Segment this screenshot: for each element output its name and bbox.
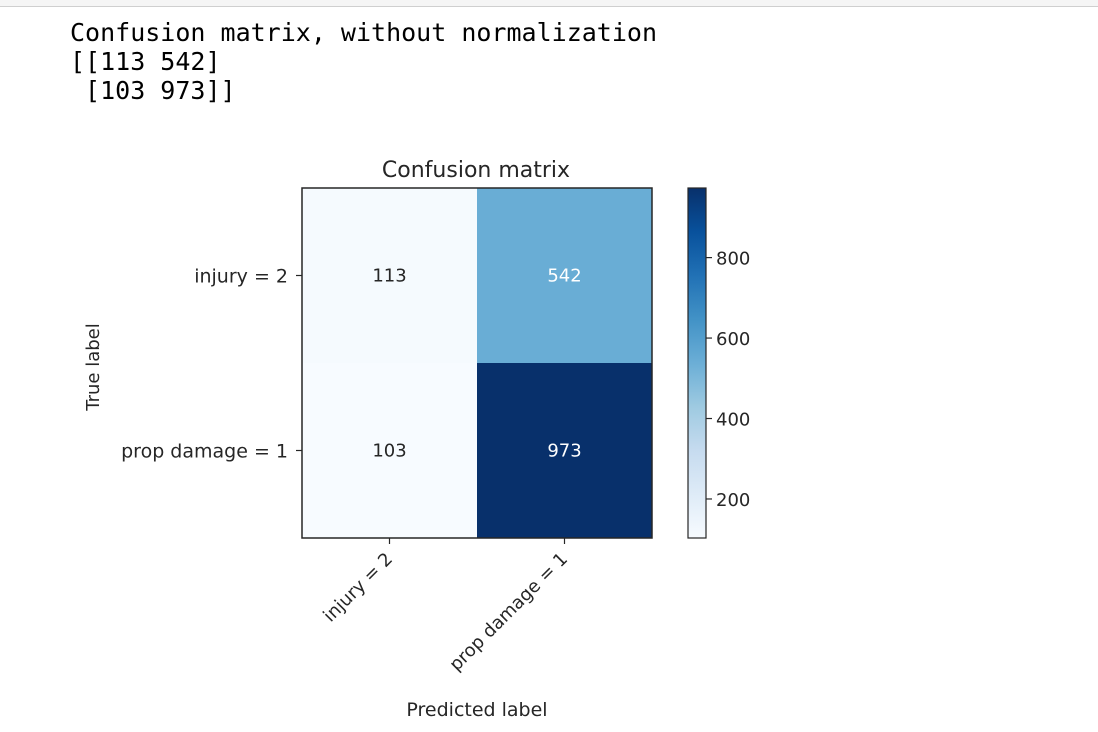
- heatmap-cell: [302, 363, 477, 538]
- y-tick-label: injury = 2: [194, 266, 288, 288]
- x-tick-label: prop damage = 1: [445, 549, 572, 676]
- colorbar-tick-label: 400: [716, 410, 750, 431]
- heatmap-cell: [302, 188, 477, 363]
- y-axis-ticks: injury = 2 prop damage = 1: [121, 266, 302, 463]
- x-axis-label: Predicted label: [406, 699, 547, 721]
- output-line-matrix-row-1: [[113 542]: [70, 47, 221, 76]
- heatmap-cells: [302, 188, 652, 538]
- cell-value-label: 973: [547, 441, 581, 462]
- heatmap-cell: [477, 188, 652, 363]
- cell-value-label: 542: [547, 266, 581, 287]
- x-axis-ticks: injury = 2 prop damage = 1: [319, 538, 572, 675]
- heatmap-cell: [477, 363, 652, 538]
- y-tick-label: prop damage = 1: [121, 441, 288, 463]
- heatmap-cell-labels: 113 542 103 973: [372, 266, 581, 462]
- output-line-matrix-row-2: [103 973]]: [70, 76, 236, 105]
- x-tick-label: injury = 2: [319, 549, 397, 627]
- colorbar: [687, 187, 707, 539]
- colorbar-tick-label: 600: [716, 329, 750, 350]
- cell-value-label: 113: [372, 266, 406, 287]
- plot-frame: [301, 187, 653, 539]
- cell-value-label: 103: [372, 441, 406, 462]
- colorbar-tick-label: 200: [716, 490, 750, 511]
- cell-output-text: Confusion matrix, without normalization[…: [70, 18, 657, 105]
- notebook-cell-border: [0, 0, 1098, 7]
- output-line-caption: Confusion matrix, without normalization: [70, 18, 657, 47]
- y-axis-label: True label: [83, 323, 104, 412]
- colorbar-ticks: 200 400 600 800: [706, 249, 750, 511]
- chart-title: Confusion matrix: [382, 158, 570, 183]
- colorbar-tick-label: 800: [716, 249, 750, 270]
